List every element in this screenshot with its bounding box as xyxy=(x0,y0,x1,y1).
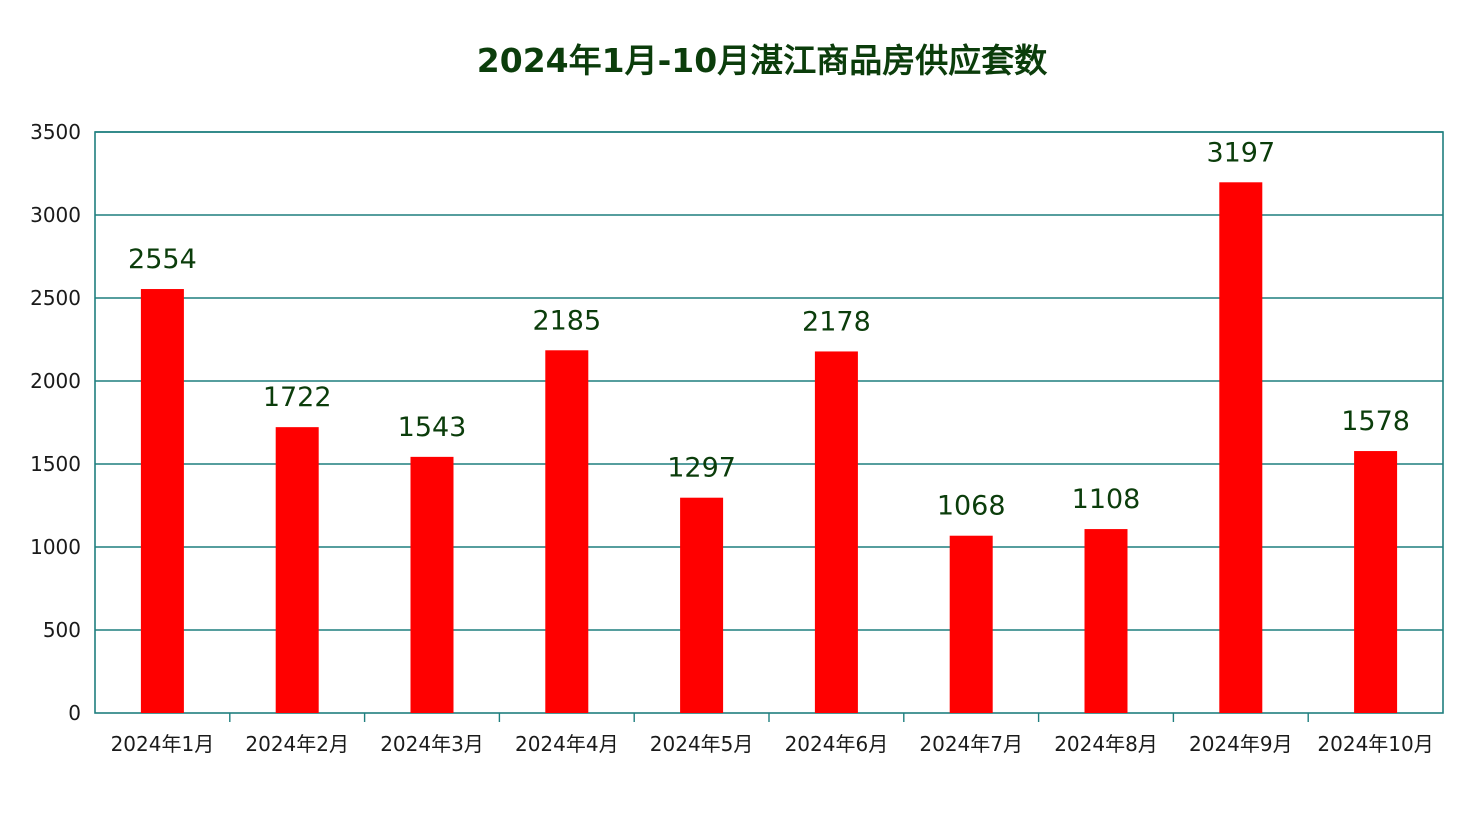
y-tick-label: 1500 xyxy=(30,452,81,476)
x-tick-label-3: 2024年3月 xyxy=(380,732,484,756)
x-tick-label-5: 2024年5月 xyxy=(650,732,754,756)
bar-2 xyxy=(275,427,319,713)
x-tick-label-7: 2024年7月 xyxy=(919,732,1023,756)
bar-10 xyxy=(1354,451,1398,713)
x-tick-label-8: 2024年8月 xyxy=(1054,732,1158,756)
x-tick-label-2: 2024年2月 xyxy=(245,732,349,756)
bar-1 xyxy=(140,289,184,713)
data-label-5: 1297 xyxy=(667,453,736,484)
data-label-4: 2185 xyxy=(532,305,601,336)
bar-6 xyxy=(814,351,858,713)
data-label-6: 2178 xyxy=(802,306,871,337)
data-label-9: 3197 xyxy=(1206,137,1275,168)
x-tick-label-4: 2024年4月 xyxy=(515,732,619,756)
y-tick-label: 1000 xyxy=(30,535,81,559)
y-tick-label: 500 xyxy=(43,618,81,642)
data-label-7: 1068 xyxy=(937,491,1006,522)
y-tick-label: 3000 xyxy=(30,203,81,227)
bar-8 xyxy=(1084,529,1128,713)
bar-7 xyxy=(949,535,993,713)
y-tick-label: 2000 xyxy=(30,369,81,393)
y-tick-label: 2500 xyxy=(30,286,81,310)
x-tick-label-10: 2024年10月 xyxy=(1317,732,1433,756)
bar-4 xyxy=(545,350,589,713)
bar-9 xyxy=(1219,182,1263,714)
x-tick-label-1: 2024年1月 xyxy=(111,732,215,756)
data-label-3: 1543 xyxy=(398,412,467,443)
data-label-1: 2554 xyxy=(128,244,197,275)
y-tick-label: 3500 xyxy=(30,120,81,144)
x-tick-label-6: 2024年6月 xyxy=(785,732,889,756)
data-label-2: 1722 xyxy=(263,382,332,413)
chart-title: 2024年1月-10月湛江商品房供应套数 xyxy=(476,41,1048,80)
x-tick-label-9: 2024年9月 xyxy=(1189,732,1293,756)
bar-5 xyxy=(680,497,724,713)
data-label-10: 1578 xyxy=(1341,406,1410,437)
bar-3 xyxy=(410,456,454,713)
y-tick-label: 0 xyxy=(68,701,81,725)
data-label-8: 1108 xyxy=(1072,484,1141,515)
